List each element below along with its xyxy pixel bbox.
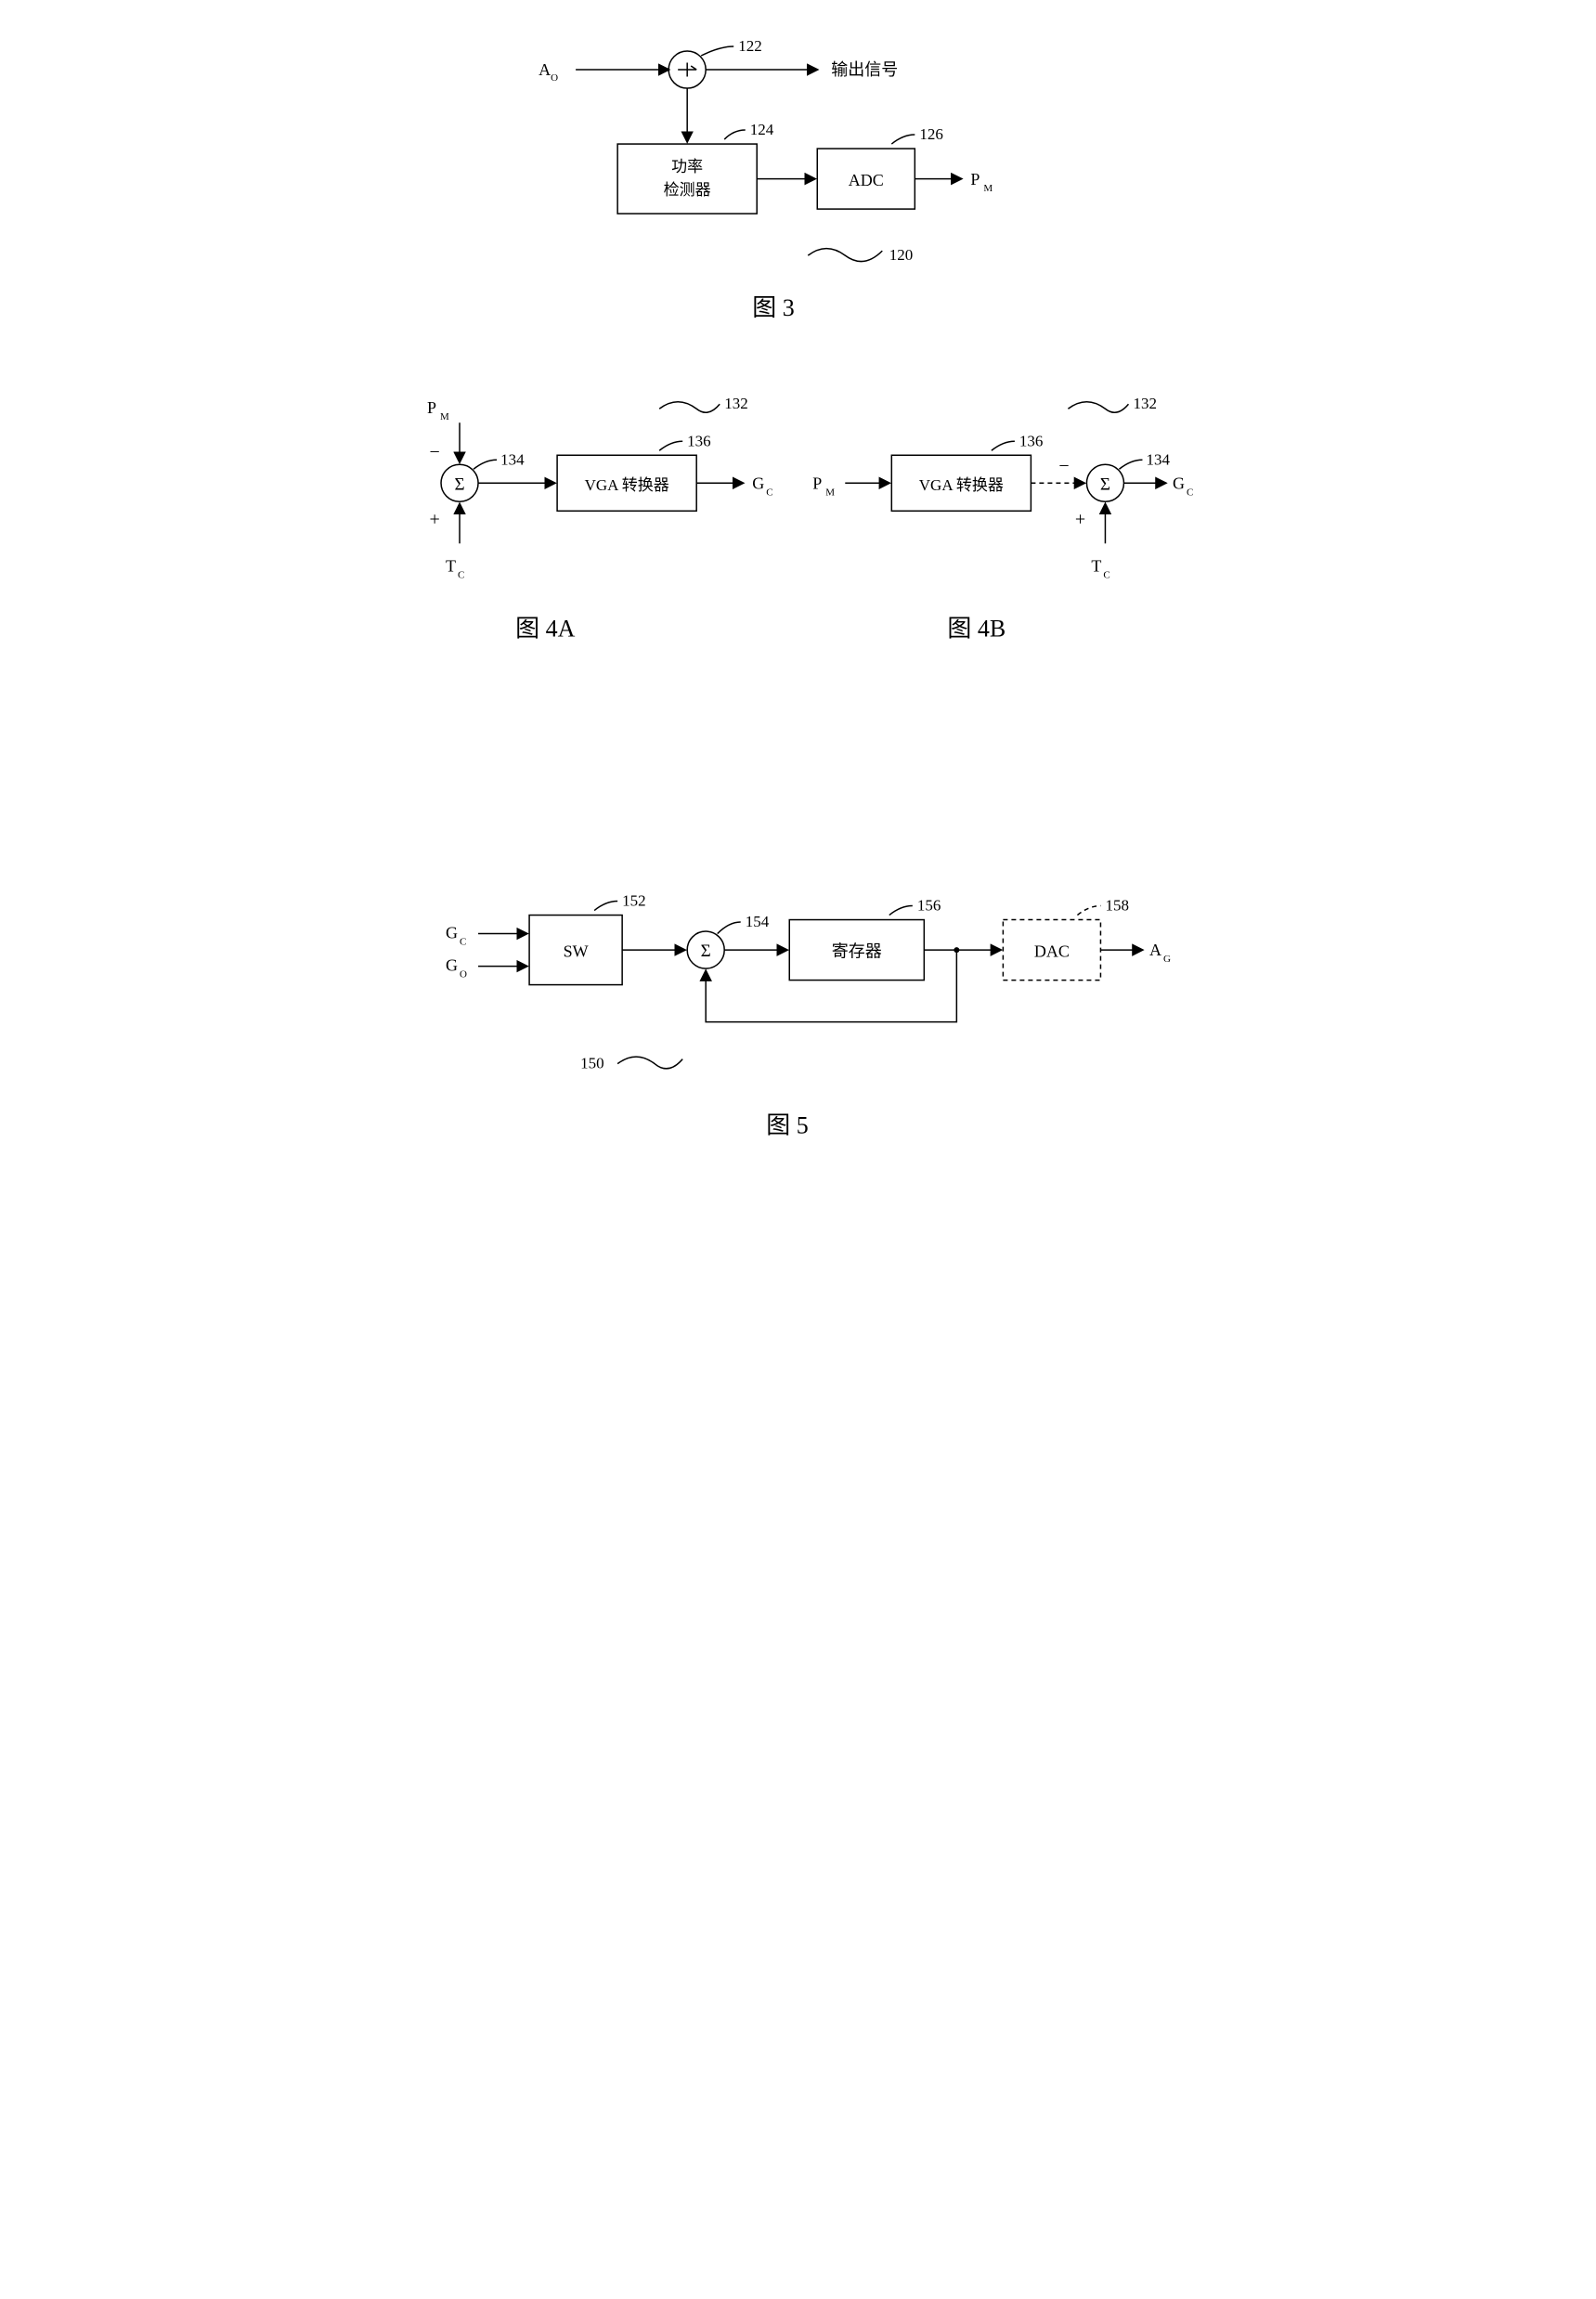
sigma-icon-5: Σ (700, 942, 710, 961)
fig3: 122 A O 输出信号 功率 检测器 124 ADC 126 P M 120 … (538, 37, 993, 321)
ref-136b-leader (991, 441, 1014, 450)
fig4b-pm-sub: M (825, 487, 835, 498)
fig5-ag: A (1148, 941, 1161, 959)
fig3-out-label: 输出信号 (831, 60, 898, 79)
ref-124-leader (724, 130, 746, 139)
adc-label: ADC (848, 171, 883, 189)
det-label2: 检测器 (663, 181, 710, 199)
ref-126: 126 (919, 125, 943, 143)
ref-120: 120 (889, 246, 913, 264)
ref-136b: 136 (1019, 432, 1043, 449)
fig4b-gc-sub: C (1186, 487, 1192, 498)
fig3-pm: P (970, 170, 980, 188)
ref-150: 150 (580, 1055, 604, 1072)
fig3-in-label: A (538, 60, 551, 79)
diagram-canvas: 122 A O 输出信号 功率 检测器 124 ADC 126 P M 120 … (399, 37, 1198, 1188)
fig5-ag-sub: G (1162, 954, 1170, 965)
fig5-caption: 图 5 (766, 1112, 809, 1139)
ref-150-squiggle (617, 1057, 682, 1069)
fig4b: P M VGA 转换器 136 − Σ 134 + T C G C 132 图 … (812, 395, 1193, 642)
fig4b-gc: G (1172, 474, 1184, 492)
fig3-in-sub: O (551, 72, 558, 84)
det-label1: 功率 (671, 158, 703, 175)
fig4a-plus: + (429, 509, 439, 529)
ref-122: 122 (738, 37, 762, 55)
fig5: G C G O SW 152 Σ 154 寄存器 156 DAC (446, 892, 1171, 1139)
fig4b-tc: T (1091, 556, 1101, 575)
ref-136a-leader (659, 441, 682, 450)
ref-134a: 134 (500, 450, 525, 468)
fig5-gc-sub: C (460, 937, 466, 948)
fig4b-vga-label: VGA 转换器 (918, 476, 1003, 494)
fig4a-tc-sub: C (458, 569, 464, 580)
fig4a-pm: P (427, 398, 436, 417)
fig4b-pm: P (812, 474, 822, 492)
ref-134b-leader (1119, 460, 1142, 469)
fig4a: Σ 134 P M − + T C VGA 转换器 136 G C 132 图 … (427, 395, 773, 642)
power-detector (617, 144, 757, 214)
ref-120-squiggle (808, 249, 882, 262)
fig4a-gc: G (752, 474, 764, 492)
ref-132a-squiggle (659, 402, 720, 413)
ref-132b: 132 (1133, 395, 1157, 412)
ref-152-leader (594, 902, 617, 911)
fig5-feedback (706, 950, 956, 1022)
fig5-reg-label: 寄存器 (831, 942, 881, 961)
ref-124: 124 (749, 121, 773, 138)
ref-158-leader (1077, 906, 1100, 916)
fig3-pm-sub: M (983, 183, 993, 194)
sigma-icon: Σ (454, 474, 464, 494)
fig3-caption: 图 3 (752, 294, 795, 321)
ref-154-leader (717, 922, 740, 934)
fig4a-caption: 图 4A (515, 615, 576, 642)
fig5-dac-label: DAC (1033, 942, 1069, 961)
fig4b-tc-sub: C (1103, 569, 1109, 580)
ref-152: 152 (622, 892, 646, 910)
ref-122-leader (701, 46, 733, 56)
fig5-go-sub: O (460, 969, 467, 981)
fig5-gc: G (446, 924, 458, 942)
fig5-go: G (446, 956, 458, 975)
ref-132b-squiggle (1068, 402, 1128, 413)
fig4a-minus: − (429, 442, 439, 462)
fig4b-plus: + (1074, 509, 1084, 529)
fig4b-minus: − (1058, 456, 1069, 476)
fig4a-vga-label: VGA 转换器 (584, 476, 668, 494)
fig4a-tc: T (446, 556, 456, 575)
fig5-sw-label: SW (563, 942, 588, 961)
ref-156-leader (889, 906, 912, 916)
sigma-icon-b: Σ (1099, 474, 1109, 494)
ref-126-leader (891, 135, 915, 144)
ref-134b: 134 (1146, 450, 1170, 468)
fig4a-pm-sub: M (440, 411, 449, 422)
fig4a-gc-sub: C (766, 487, 772, 498)
ref-154: 154 (745, 913, 769, 930)
ref-134a-leader (474, 460, 497, 469)
ref-132a: 132 (724, 395, 748, 412)
fig4b-caption: 图 4B (947, 615, 1006, 642)
ref-136a: 136 (687, 432, 711, 449)
ref-156: 156 (916, 897, 941, 915)
coupler-glyph (678, 63, 696, 77)
ref-158: 158 (1105, 897, 1129, 915)
